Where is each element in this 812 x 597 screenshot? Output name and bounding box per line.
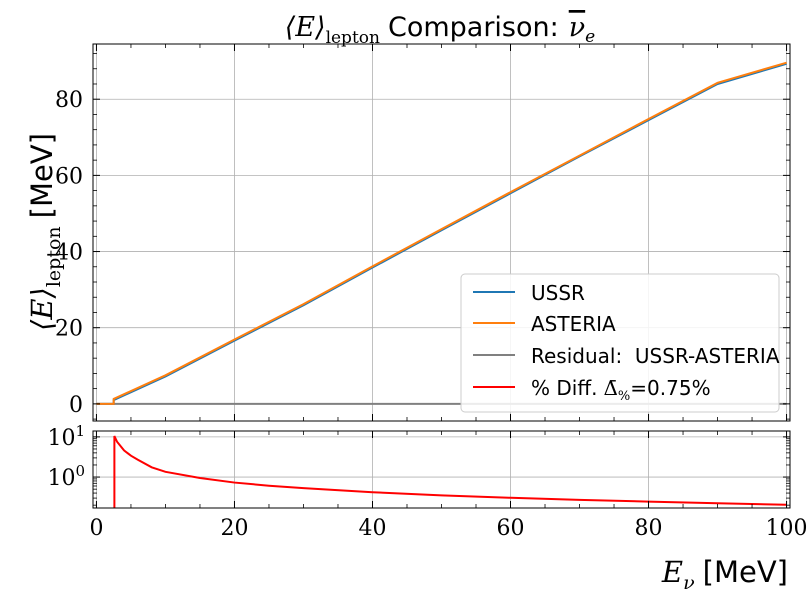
x-tick-label: 80 (635, 516, 663, 541)
legend-label-asteria: ASTERIA (531, 312, 616, 336)
legend-entry-pct-diff: % Diff. Δ̄%=0.75% (473, 376, 711, 404)
main-ticks: 0 20 40 60 80 (55, 44, 790, 421)
legend-entry-ussr: USSR (473, 281, 585, 305)
ratio-grid (93, 431, 790, 508)
legend-entry-residual: Residual: USSR-ASTERIA (473, 344, 780, 368)
main-y-tick-label: 20 (55, 317, 83, 342)
ratio-series (113, 435, 787, 508)
legend-entry-asteria: ASTERIA (473, 312, 616, 336)
ratio-frame (92, 430, 791, 509)
legend-label-residual: Residual: USSR-ASTERIA (531, 344, 780, 368)
x-tick-label: 20 (220, 516, 248, 541)
x-axis-label: Eν [MeV] (661, 555, 788, 594)
legend-box (460, 273, 780, 413)
x-tick-label: 100 (766, 516, 808, 541)
x-tick-label: 60 (497, 516, 525, 541)
legend-label-pct-diff: % Diff. Δ̄%=0.75% (531, 376, 711, 404)
ratio-y-tick-label: 100 (47, 462, 85, 491)
main-frame (92, 43, 791, 422)
main-y-tick-label: 80 (55, 88, 83, 113)
legend-label-ussr: USSR (531, 281, 585, 305)
chart-title: ⟨E⟩lepton Comparison: νe (285, 12, 595, 48)
main-y-tick-label: 40 (55, 241, 83, 266)
ratio-ticks: 0 20 40 60 80 100 100 101 (47, 422, 807, 541)
legend: USSR ASTERIA Residual: USSR-ASTERIA % Di… (460, 273, 780, 413)
series-line-asteria (96, 61, 787, 405)
x-tick-label: 0 (89, 516, 103, 541)
main-y-tick-label: 60 (55, 164, 83, 189)
main-y-tick-label: 0 (69, 393, 83, 418)
ratio-y-tick-label: 101 (47, 422, 85, 451)
y-axis-label: ⟨E⟩lepton[MeV] (25, 133, 65, 331)
x-tick-label: 40 (358, 516, 386, 541)
ratio-panel: 0 20 40 60 80 100 100 101 (47, 422, 807, 541)
series-line-pct-diff (113, 435, 787, 508)
